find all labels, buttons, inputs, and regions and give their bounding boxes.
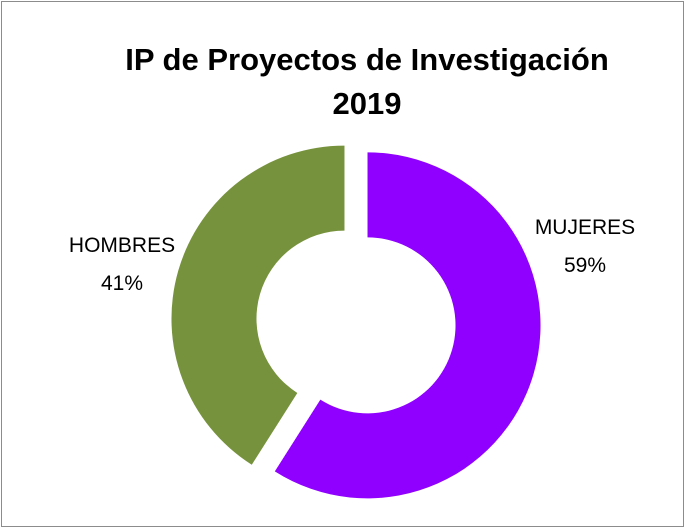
slice-mujeres xyxy=(274,152,541,499)
slice-hombres xyxy=(171,145,345,465)
label-mujeres-name: MUJERES xyxy=(535,216,635,239)
chart-title: IP de Proyectos de Investigación 2019 xyxy=(2,38,685,126)
chart-title-line-1: IP de Proyectos de Investigación xyxy=(125,42,609,77)
label-mujeres-value: 59% xyxy=(564,254,606,277)
donut-slices xyxy=(171,145,541,499)
label-hombres-name: HOMBRES xyxy=(69,234,175,257)
data-labels: MUJERES 59% HOMBRES 41% xyxy=(69,216,635,295)
chart-title-line-2: 2019 xyxy=(332,86,402,121)
label-hombres-value: 41% xyxy=(101,272,143,295)
